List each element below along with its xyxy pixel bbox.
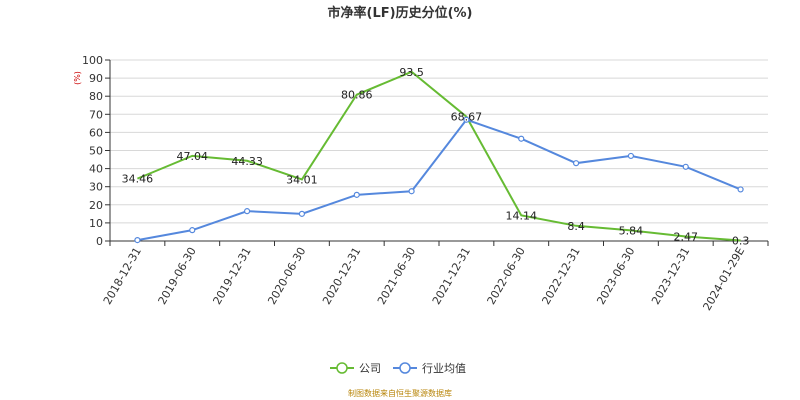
- series-line-0: [137, 70, 741, 242]
- y-tick-label: 40: [89, 163, 103, 176]
- x-tick-label: 2022-12-31: [539, 245, 582, 307]
- data-label: 68.67: [451, 111, 483, 124]
- chart-title: 市净率(LF)历史分位(%): [328, 5, 473, 21]
- legend-label: 公司: [359, 362, 381, 375]
- data-point: [627, 152, 635, 160]
- y-tick-label: 30: [89, 181, 103, 194]
- y-tick-label: 50: [89, 145, 103, 158]
- legend-item-0[interactable]: 公司: [330, 362, 381, 375]
- y-tick-label: 80: [89, 90, 103, 103]
- x-tick-label: 2020-12-31: [320, 245, 363, 307]
- x-tick-label: 2022-06-30: [485, 245, 528, 307]
- y-tick-label: 70: [89, 108, 103, 121]
- x-tick-label: 2024-01-29E: [700, 245, 747, 313]
- x-tick-label: 2019-06-30: [156, 245, 199, 307]
- data-label: 80.86: [341, 89, 373, 102]
- legend-marker-icon: [399, 362, 411, 374]
- y-axis-unit: (%): [73, 71, 82, 85]
- y-tick-label: 0: [96, 235, 103, 248]
- x-tick-label: 2021-12-31: [430, 245, 473, 307]
- data-point: [408, 188, 415, 195]
- legend-label: 行业均值: [422, 362, 466, 375]
- legend-item-1[interactable]: 行业均值: [393, 362, 466, 375]
- data-label: 34.46: [122, 173, 154, 186]
- x-tick-label: 2019-12-31: [210, 245, 253, 307]
- data-point: [298, 210, 306, 217]
- data-label: 47.04: [177, 150, 209, 163]
- data-point: [572, 160, 580, 167]
- y-tick-label: 90: [89, 72, 103, 85]
- legend-marker-icon: [336, 362, 348, 374]
- x-tick-label: 2023-12-31: [649, 245, 692, 307]
- x-tick-label: 2023-06-30: [594, 245, 637, 307]
- data-label: 5.84: [619, 224, 644, 237]
- data-label: 93.5: [399, 66, 424, 79]
- data-point: [134, 236, 141, 244]
- x-tick-label: 2021-06-30: [375, 245, 418, 307]
- data-point: [243, 208, 251, 215]
- data-point: [518, 135, 525, 142]
- data-point: [189, 227, 196, 234]
- data-label: 44.33: [231, 155, 263, 168]
- y-tick-label: 20: [89, 199, 103, 212]
- y-tick-label: 100: [82, 54, 103, 67]
- data-point: [682, 163, 689, 170]
- x-tick-label: 2020-06-30: [265, 245, 308, 307]
- data-label: 34.01: [286, 173, 318, 186]
- data-source-note: 制图数据来自恒生聚源数据库: [348, 388, 452, 398]
- series-line-1: [137, 118, 741, 242]
- y-tick-label: 10: [89, 217, 103, 230]
- data-point: [463, 116, 470, 123]
- data-label: 2.47: [674, 231, 699, 244]
- data-point: [737, 186, 744, 193]
- data-point: [353, 191, 360, 198]
- x-tick-label: 2018-12-31: [101, 245, 144, 307]
- y-tick-label: 60: [89, 126, 103, 139]
- data-label: 8.4: [567, 220, 585, 233]
- data-label: 0.3: [732, 234, 750, 247]
- data-label: 14.14: [506, 209, 538, 222]
